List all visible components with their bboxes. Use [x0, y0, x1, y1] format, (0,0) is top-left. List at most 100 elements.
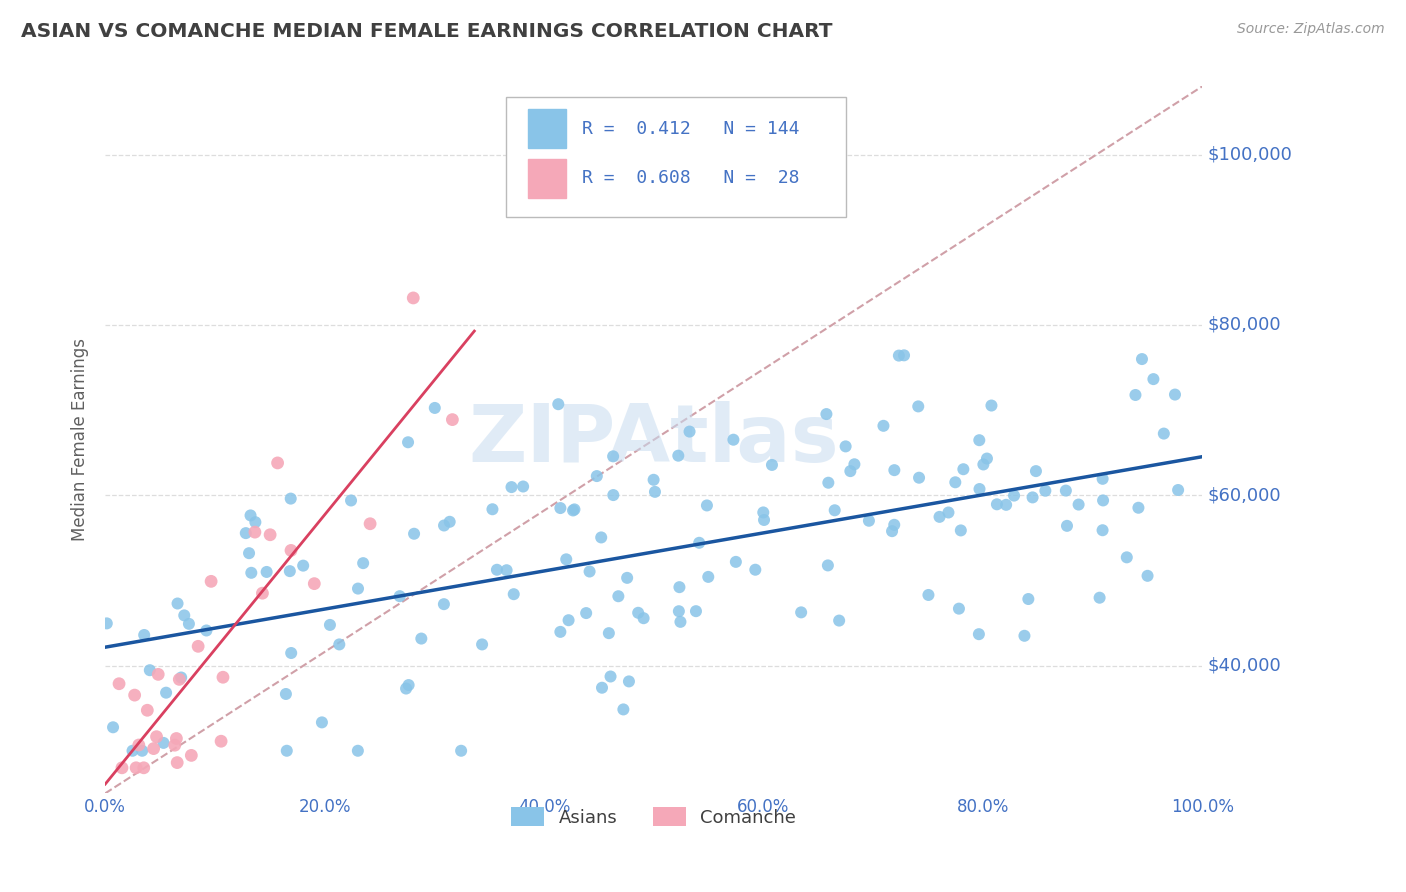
Point: [1128, 500, 1150, 515]
Text: Source: ZipAtlas.com: Source: ZipAtlas.com: [1237, 22, 1385, 37]
Text: $60,000: $60,000: [1208, 486, 1281, 504]
Point: [562, 503, 585, 517]
Point: [986, 497, 1008, 511]
Point: [359, 516, 381, 531]
Point: [723, 433, 745, 447]
Point: [564, 502, 586, 516]
Point: [169, 673, 191, 687]
Point: [96, 616, 118, 631]
Point: [1014, 629, 1036, 643]
Point: [439, 515, 461, 529]
Point: [752, 513, 775, 527]
Point: [239, 508, 262, 523]
Point: [280, 491, 302, 506]
Point: [101, 720, 124, 734]
Point: [404, 526, 426, 541]
Point: [969, 433, 991, 447]
Point: [550, 501, 572, 516]
Point: [243, 525, 266, 540]
Point: [165, 731, 187, 746]
Point: [256, 565, 278, 579]
Point: [502, 587, 524, 601]
Point: [398, 678, 420, 692]
Point: [972, 458, 994, 472]
Point: [949, 524, 972, 538]
Point: [1167, 483, 1189, 497]
Point: [328, 637, 350, 651]
Point: [1021, 491, 1043, 505]
Point: [1115, 550, 1137, 565]
Point: [1091, 472, 1114, 486]
Point: [433, 597, 456, 611]
Point: [917, 588, 939, 602]
Point: [395, 681, 418, 696]
Point: [1142, 372, 1164, 386]
Text: ASIAN VS COMANCHE MEDIAN FEMALE EARNINGS CORRELATION CHART: ASIAN VS COMANCHE MEDIAN FEMALE EARNINGS…: [21, 22, 832, 41]
Point: [980, 399, 1002, 413]
Point: [668, 580, 690, 594]
Point: [591, 531, 613, 545]
Point: [602, 450, 624, 464]
Point: [280, 646, 302, 660]
FancyBboxPatch shape: [506, 97, 846, 217]
Point: [697, 570, 720, 584]
Bar: [527, 159, 567, 198]
Text: ZIPAtlas: ZIPAtlas: [468, 401, 839, 479]
Point: [155, 686, 177, 700]
Point: [131, 744, 153, 758]
Point: [616, 571, 638, 585]
Point: [678, 425, 700, 439]
Point: [278, 564, 301, 578]
Point: [627, 606, 650, 620]
Point: [152, 736, 174, 750]
Point: [423, 401, 446, 415]
Point: [485, 563, 508, 577]
Point: [834, 439, 856, 453]
Point: [557, 613, 579, 627]
Point: [938, 506, 960, 520]
Point: [967, 627, 990, 641]
Point: [1125, 388, 1147, 402]
Text: $100,000: $100,000: [1208, 145, 1292, 163]
Point: [195, 624, 218, 638]
Point: [1033, 483, 1056, 498]
Point: [402, 291, 425, 305]
Point: [550, 624, 572, 639]
Point: [240, 566, 263, 580]
Point: [235, 526, 257, 541]
Point: [668, 604, 690, 618]
Point: [266, 456, 288, 470]
Point: [669, 615, 692, 629]
Point: [817, 558, 839, 573]
Point: [724, 555, 747, 569]
Point: [591, 681, 613, 695]
Point: [209, 734, 232, 748]
Point: [815, 407, 838, 421]
Point: [347, 744, 370, 758]
Point: [142, 741, 165, 756]
Point: [173, 608, 195, 623]
Point: [824, 503, 846, 517]
Point: [880, 524, 903, 538]
Point: [148, 667, 170, 681]
Point: [685, 604, 707, 618]
Point: [340, 493, 363, 508]
Point: [495, 563, 517, 577]
Point: [585, 469, 607, 483]
Point: [790, 606, 813, 620]
Point: [696, 499, 718, 513]
Point: [883, 517, 905, 532]
Point: [481, 502, 503, 516]
Point: [575, 606, 598, 620]
Point: [111, 761, 134, 775]
Point: [1130, 352, 1153, 367]
Point: [136, 703, 159, 717]
Point: [280, 543, 302, 558]
Point: [612, 702, 634, 716]
Point: [238, 546, 260, 560]
Point: [304, 576, 326, 591]
Point: [245, 515, 267, 529]
Text: R =  0.412   N = 144: R = 0.412 N = 144: [582, 120, 800, 137]
Point: [1025, 464, 1047, 478]
Point: [132, 761, 155, 775]
